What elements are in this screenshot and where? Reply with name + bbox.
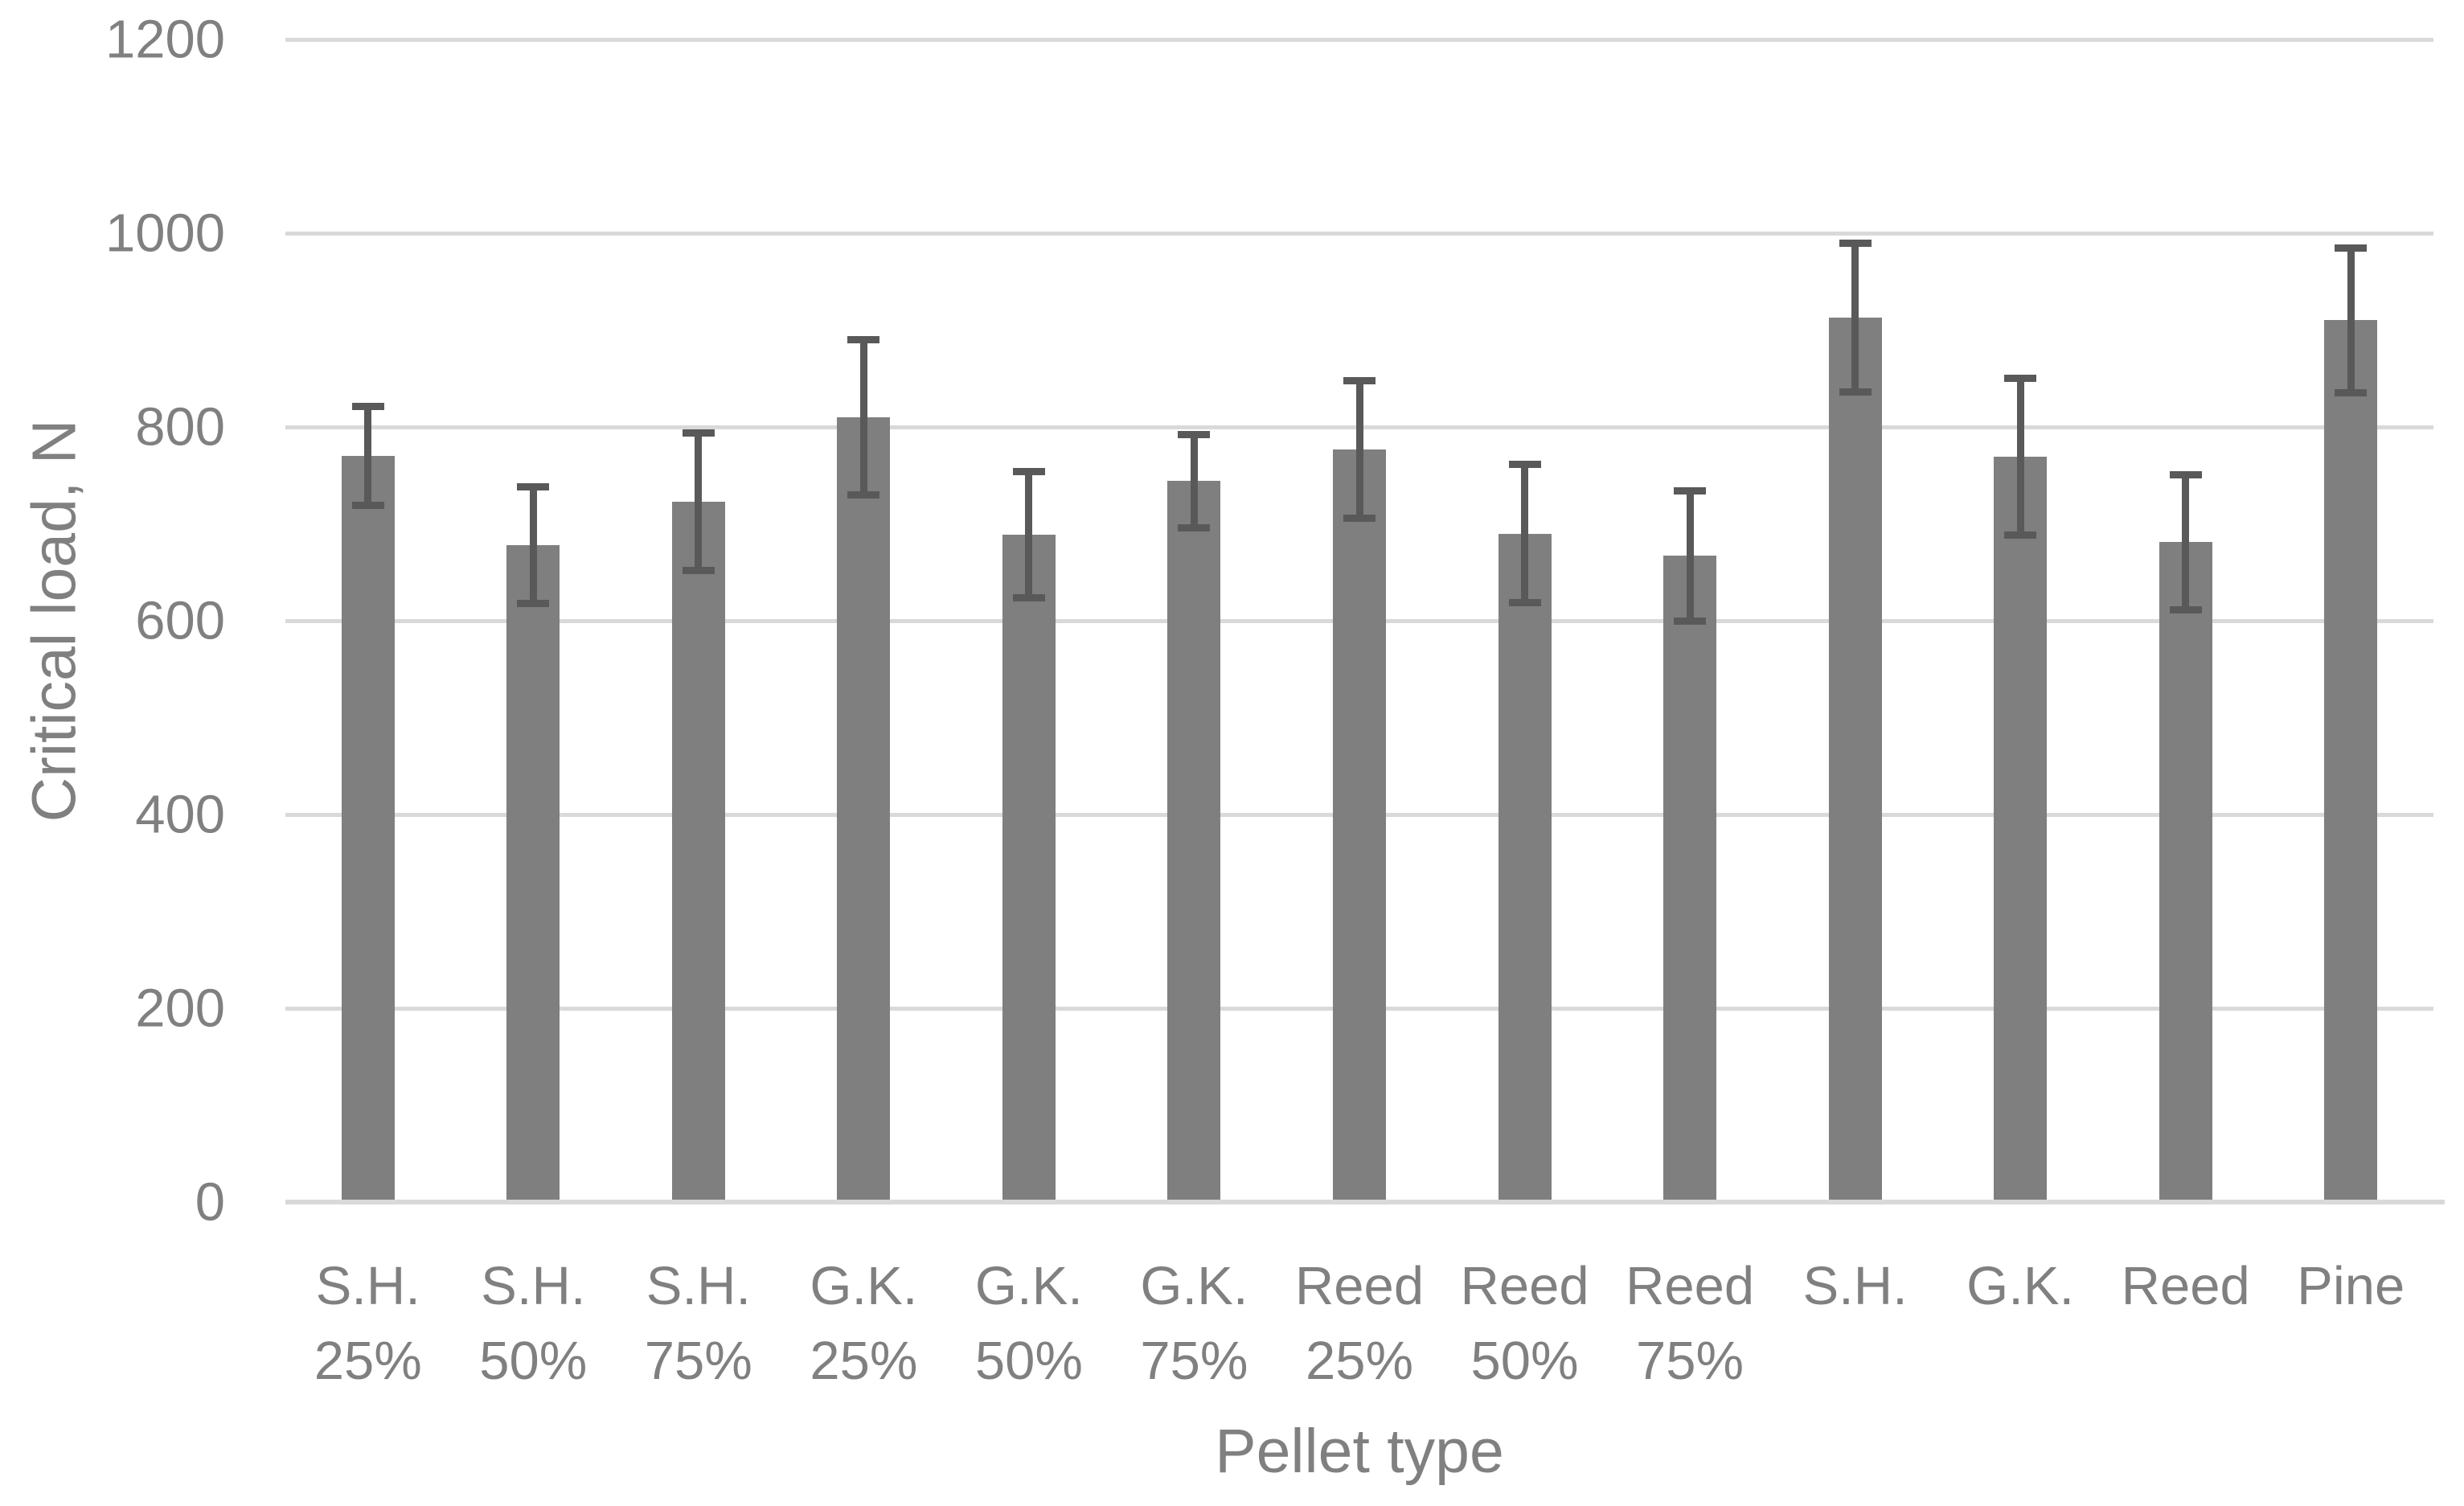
error-bar-cap-bottom — [1839, 388, 1872, 396]
error-bar-stem — [859, 339, 867, 495]
bar-reed — [2159, 542, 2212, 1200]
error-bar-cap-top — [1674, 487, 1707, 495]
bar-sh75 — [671, 501, 725, 1200]
error-bar-cap-bottom — [351, 502, 384, 510]
bar-reed25 — [1333, 449, 1386, 1200]
bar-gk — [1994, 457, 2048, 1200]
error-bar-stem — [695, 433, 703, 571]
x-category-label: S.H. — [1802, 1256, 1908, 1316]
error-bar-stem — [1190, 434, 1198, 528]
error-bar-cap-bottom — [1178, 523, 1211, 531]
error-bar-cap-bottom — [682, 566, 715, 574]
error-bar-cap-bottom — [517, 599, 550, 607]
x-category-label: S.H. 50% — [479, 1256, 588, 1391]
error-bar-cap-top — [1178, 431, 1211, 439]
bar-reed50 — [1498, 533, 1552, 1200]
y-tick-label: 200 — [135, 978, 225, 1039]
x-category-label: G.K. 75% — [1140, 1256, 1248, 1391]
error-bar-cap-bottom — [2169, 606, 2202, 614]
error-bar-stem — [2347, 248, 2355, 393]
error-bar-stem — [1851, 243, 1859, 392]
gridline-1200 — [285, 37, 2433, 42]
x-category-label: S.H. 75% — [644, 1256, 752, 1391]
bar-gk25 — [837, 417, 891, 1200]
x-category-label: G.K. 50% — [974, 1256, 1083, 1391]
error-bar-stem — [1355, 380, 1363, 519]
y-tick-label: 1200 — [105, 9, 225, 70]
x-category-label: G.K. 25% — [810, 1256, 918, 1391]
error-bar-cap-top — [2169, 470, 2202, 478]
error-bar-stem — [1521, 464, 1529, 603]
error-bar-cap-bottom — [2335, 389, 2368, 397]
bar-sh25 — [341, 456, 395, 1200]
y-tick-label: 1000 — [105, 203, 225, 264]
y-tick-label: 800 — [135, 396, 225, 458]
x-category-label: Pine — [2297, 1256, 2405, 1316]
error-bar-cap-bottom — [1343, 514, 1375, 522]
error-bar-cap-bottom — [1508, 598, 1541, 606]
y-tick-label: 400 — [135, 784, 225, 845]
error-bar-stem — [2182, 474, 2190, 610]
bar-sh50 — [506, 545, 560, 1200]
x-category-label: G.K. — [1966, 1256, 2075, 1316]
bar-gk50 — [1002, 534, 1056, 1200]
error-bar-stem — [2016, 378, 2024, 536]
error-bar-cap-top — [517, 483, 550, 491]
error-bar-stem — [1686, 490, 1694, 621]
error-bar-cap-top — [1839, 239, 1872, 247]
bar-pine — [2324, 320, 2378, 1200]
bar-reed75 — [1663, 556, 1717, 1200]
y-tick-label: 0 — [195, 1172, 225, 1233]
error-bar-cap-top — [682, 429, 715, 437]
error-bar-cap-bottom — [847, 490, 880, 499]
error-bar-stem — [529, 486, 537, 604]
error-bar-cap-top — [1343, 376, 1375, 384]
x-category-label: Reed 75% — [1625, 1256, 1755, 1391]
error-bar-cap-top — [2004, 375, 2037, 383]
y-tick-label: 600 — [135, 590, 225, 651]
error-bar-stem — [1025, 471, 1033, 598]
x-axis-title: Pellet type — [1215, 1417, 1504, 1486]
x-category-label: S.H. 25% — [314, 1256, 422, 1391]
error-bar-stem — [364, 406, 372, 506]
error-bar-cap-bottom — [1674, 617, 1707, 625]
bar-gk75 — [1167, 481, 1221, 1200]
error-bar-cap-top — [2335, 244, 2368, 252]
x-category-label: Reed — [2121, 1256, 2250, 1316]
x-category-label: Reed 50% — [1460, 1256, 1589, 1391]
error-bar-cap-top — [1508, 461, 1541, 469]
x-category-label: Reed 25% — [1294, 1256, 1425, 1391]
error-bar-cap-bottom — [2004, 531, 2037, 540]
bar-sh — [1828, 317, 1882, 1200]
gridline-1000 — [285, 231, 2433, 236]
x-axis-line — [285, 1200, 2445, 1204]
error-bar-cap-top — [1012, 467, 1045, 475]
error-bar-cap-top — [351, 403, 384, 411]
error-bar-cap-top — [847, 336, 880, 344]
error-bar-cap-bottom — [1012, 593, 1045, 601]
